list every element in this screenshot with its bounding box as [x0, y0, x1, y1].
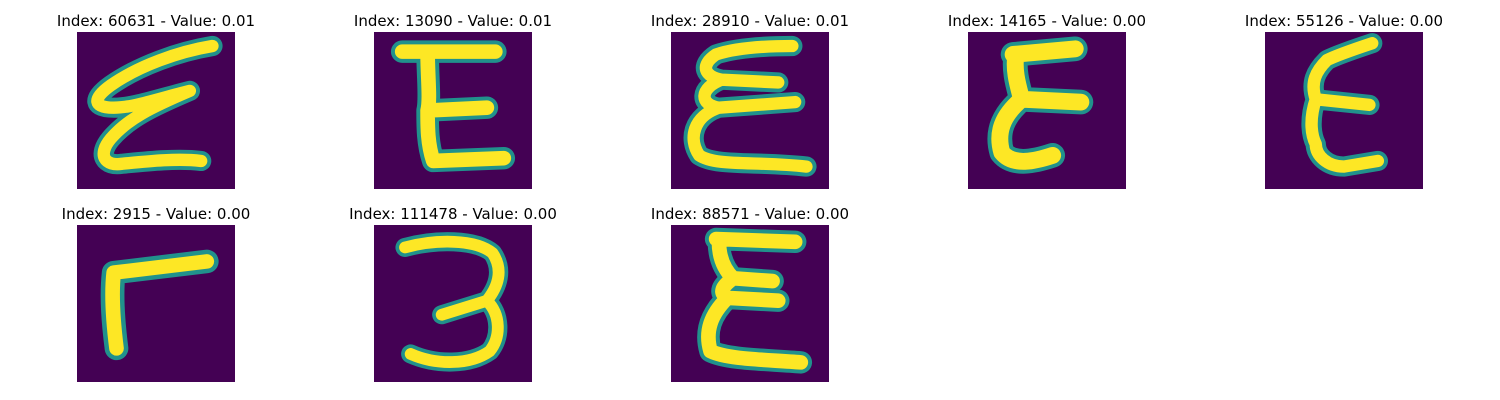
digit-image [671, 32, 829, 189]
panel-title: Index: 60631 - Value: 0.01 [56, 12, 256, 30]
digit-image [671, 225, 829, 382]
panel-title: Index: 111478 - Value: 0.00 [349, 205, 557, 223]
panel-title: Index: 55126 - Value: 0.00 [1244, 12, 1444, 30]
digit-image [968, 32, 1126, 189]
digit-image [374, 32, 532, 189]
digit-image [77, 225, 235, 382]
panel-title: Index: 2915 - Value: 0.00 [61, 205, 251, 223]
panel-title: Index: 13090 - Value: 0.01 [353, 12, 553, 30]
panel-title: Index: 88571 - Value: 0.00 [650, 205, 850, 223]
digit-image [1265, 32, 1423, 189]
digit-image [374, 225, 532, 382]
digit-image [77, 32, 235, 189]
panel-title: Index: 28910 - Value: 0.01 [650, 12, 850, 30]
panel-title: Index: 14165 - Value: 0.00 [947, 12, 1147, 30]
